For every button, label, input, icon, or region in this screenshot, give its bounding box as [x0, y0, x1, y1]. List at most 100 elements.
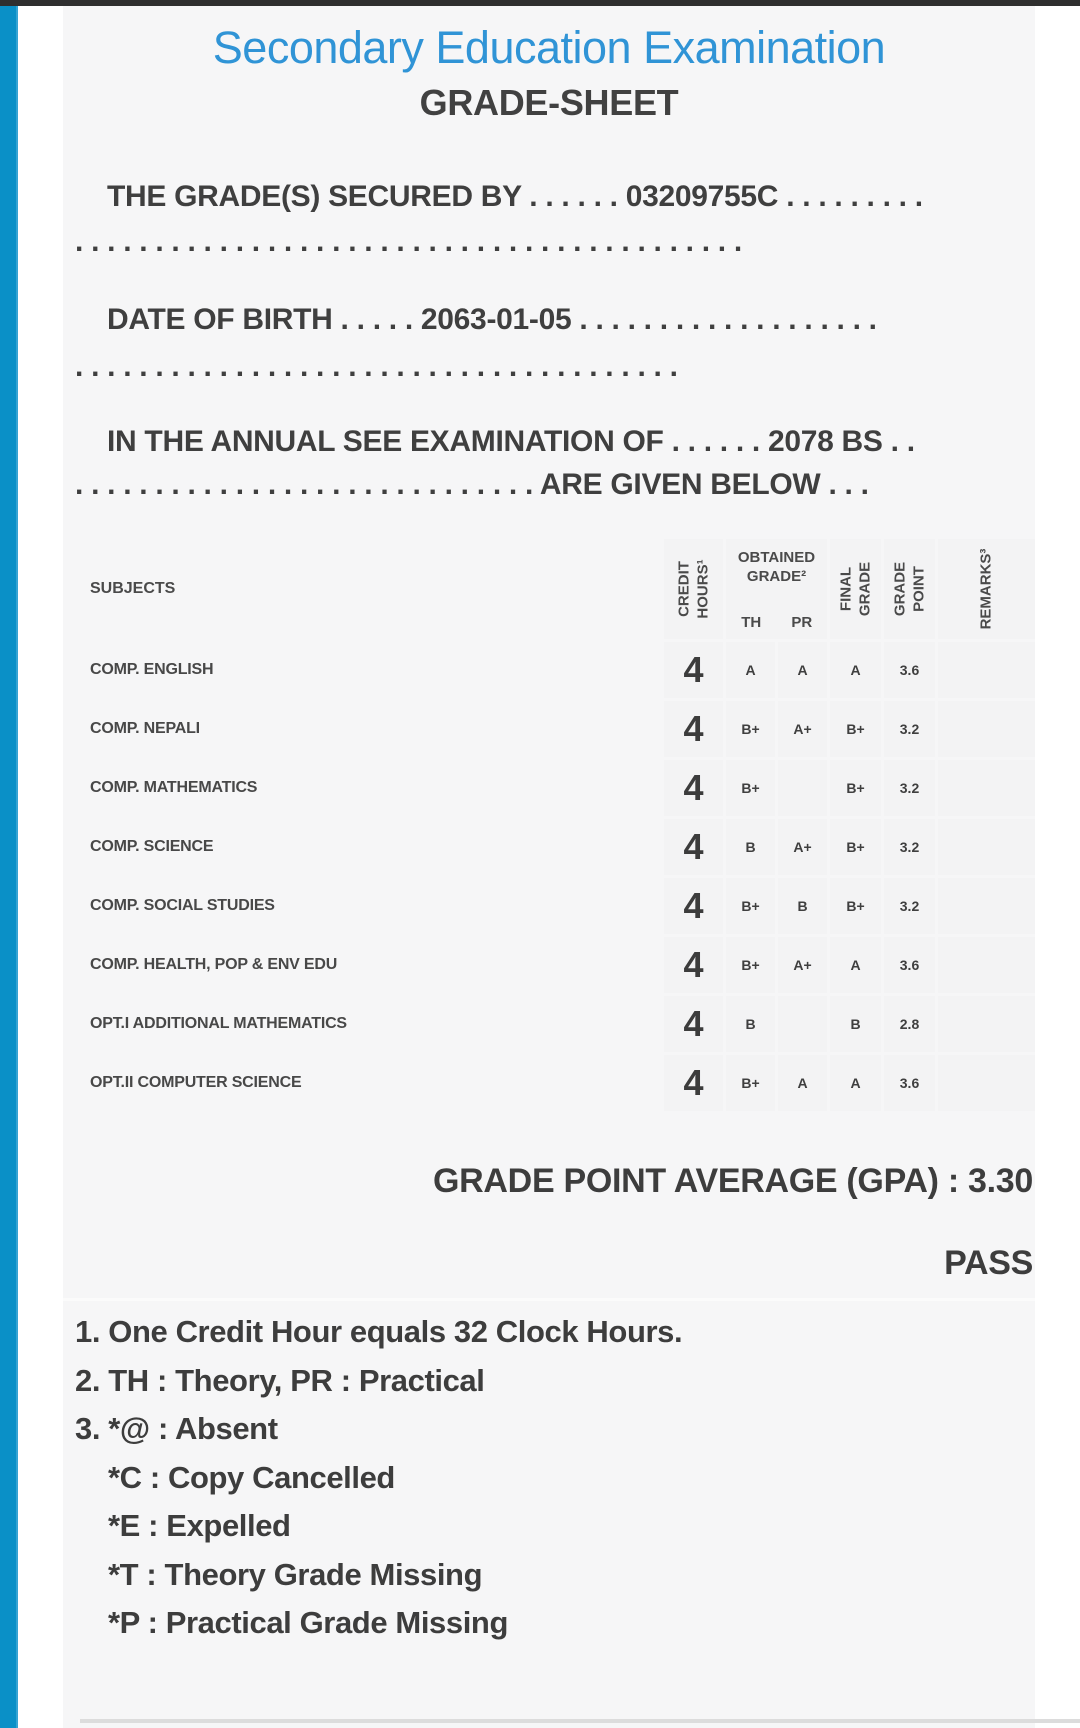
subject-name: COMP. HEALTH, POP & ENV EDU — [90, 956, 338, 973]
footnote-th-pr: 2. TH : Theory, PR : Practical — [75, 1362, 485, 1398]
final-grade: B+ — [830, 878, 881, 934]
column-header-subjects: SUBJECTS — [90, 580, 176, 597]
grade-point-value: 3.6 — [884, 642, 935, 698]
final-grade: A — [830, 1055, 881, 1111]
page-title: Secondary Education Examination — [212, 22, 886, 73]
subject-name: COMP. MATHEMATICS — [90, 779, 258, 796]
obtained-grade-subheaders: TH PR — [726, 614, 827, 631]
footnote-copy-cancelled: *C : Copy Cancelled — [108, 1459, 395, 1495]
subject-name: COMP. SOCIAL STUDIES — [90, 897, 275, 914]
date-of-birth-line: DATE OF BIRTH . . . . . 2063-01-05 . . .… — [107, 303, 877, 336]
exam-year-line: IN THE ANNUAL SEE EXAMINATION OF . . . .… — [107, 425, 915, 458]
secured-by-dotted-line: . . . . . . . . . . . . . . . . . . . . … — [75, 225, 742, 258]
credit-hours-value: 4 — [664, 996, 723, 1052]
footnote-practical-missing: *P : Practical Grade Missing — [108, 1605, 509, 1640]
subject-name: OPT.I ADDITIONAL MATHEMATICS — [90, 1015, 347, 1032]
left-accent-stripe — [0, 6, 18, 1728]
credit-hours-value: 4 — [664, 642, 723, 698]
table-row: COMP. SCIENCE 4 B A+ B+ 3.2 — [63, 819, 1035, 875]
remarks-value — [938, 701, 1035, 757]
grade-point-value: 3.2 — [884, 701, 935, 757]
credit-hours-value: 4 — [664, 1055, 723, 1111]
th-grade: B+ — [726, 1055, 775, 1111]
column-header-remarks: REMARKS³ — [938, 539, 1035, 639]
secured-by-line: THE GRADE(S) SECURED BY . . . . . . 0320… — [107, 180, 923, 213]
remarks-rotated-label: REMARKS³ — [977, 548, 995, 630]
date-of-birth-dotted-line: . . . . . . . . . . . . . . . . . . . . … — [75, 350, 678, 383]
th-grade: B — [726, 819, 775, 875]
credit-hours-rotated-label: CREDIT HOURS¹ — [674, 559, 711, 619]
table-row: COMP. SOCIAL STUDIES 4 B+ B B+ 3.2 — [63, 878, 1035, 934]
pr-grade: A+ — [778, 937, 827, 993]
final-grade: B — [830, 996, 881, 1052]
obtained-grade-label: OBTAINED GRADE² — [737, 549, 816, 585]
table-row: OPT.I ADDITIONAL MATHEMATICS 4 B B 2.8 — [63, 996, 1035, 1052]
final-grade: B+ — [830, 819, 881, 875]
final-grade: B+ — [830, 701, 881, 757]
remarks-value — [938, 760, 1035, 816]
th-grade: A — [726, 642, 775, 698]
gpa-line: GRADE POINT AVERAGE (GPA) : 3.30 — [433, 1162, 1033, 1200]
pr-grade: A+ — [778, 819, 827, 875]
remarks-value — [938, 878, 1035, 934]
column-header-grade-point: GRADE POINT — [884, 539, 935, 639]
pr-grade: B — [778, 878, 827, 934]
credit-hours-value: 4 — [664, 937, 723, 993]
remarks-value — [938, 642, 1035, 698]
footnote-expelled: *E : Expelled — [108, 1508, 291, 1543]
table-row: OPT.II COMPUTER SCIENCE 4 B+ A A 3.6 — [63, 1055, 1035, 1111]
subject-name: COMP. SCIENCE — [90, 838, 214, 855]
grades-table: SUBJECTS CREDIT HOURS¹ OBTAINED GRADE² T… — [63, 539, 1035, 1114]
gradesheet-card: Secondary Education Examination GRADE-SH… — [63, 6, 1035, 1728]
th-grade: B+ — [726, 878, 775, 934]
grade-point-value: 3.2 — [884, 819, 935, 875]
column-header-credit-hours: CREDIT HOURS¹ — [664, 539, 723, 639]
credit-hours-value: 4 — [664, 819, 723, 875]
top-bar — [0, 0, 1080, 6]
grade-point-rotated-label: GRADE POINT — [890, 561, 927, 617]
grade-point-value: 3.6 — [884, 937, 935, 993]
grade-point-value: 3.2 — [884, 878, 935, 934]
subject-name: COMP. ENGLISH — [90, 661, 214, 678]
footnotes: 1. One Credit Hour equals 32 Clock Hours… — [75, 1308, 683, 1648]
pr-grade: A — [778, 642, 827, 698]
th-grade: B — [726, 996, 775, 1052]
grade-point-value: 3.2 — [884, 760, 935, 816]
column-header-final-grade: FINAL GRADE — [830, 539, 881, 639]
final-grade-rotated-label: FINAL GRADE — [836, 561, 873, 617]
final-grade: A — [830, 937, 881, 993]
footnote-credit-hour: 1. One Credit Hour equals 32 Clock Hours… — [75, 1314, 683, 1349]
credit-hours-value: 4 — [664, 760, 723, 816]
th-grade: B+ — [726, 701, 775, 757]
bottom-divider — [80, 1719, 1080, 1723]
footnote-absent: 3. *@ : Absent — [75, 1411, 278, 1446]
table-row: COMP. NEPALI 4 B+ A+ B+ 3.2 — [63, 701, 1035, 757]
column-header-th: TH — [741, 614, 762, 631]
table-row: COMP. MATHEMATICS 4 B+ B+ 3.2 — [63, 760, 1035, 816]
final-grade: B+ — [830, 760, 881, 816]
exam-year-continuation-line: . . . . . . . . . . . . . . . . . . . . … — [75, 468, 869, 501]
table-header-row: SUBJECTS CREDIT HOURS¹ OBTAINED GRADE² T… — [63, 539, 1035, 639]
th-grade: B+ — [726, 760, 775, 816]
grade-point-value: 3.6 — [884, 1055, 935, 1111]
column-header-obtained-grade: OBTAINED GRADE² TH PR — [726, 539, 827, 639]
remarks-value — [938, 937, 1035, 993]
th-grade: B+ — [726, 937, 775, 993]
pr-grade: A+ — [778, 701, 827, 757]
remarks-value — [938, 819, 1035, 875]
pr-grade: A — [778, 1055, 827, 1111]
table-row: COMP. HEALTH, POP & ENV EDU 4 B+ A+ A 3.… — [63, 937, 1035, 993]
result-status: PASS — [944, 1244, 1033, 1282]
subject-name: OPT.II COMPUTER SCIENCE — [90, 1074, 302, 1091]
column-header-pr: PR — [791, 614, 813, 631]
credit-hours-value: 4 — [664, 878, 723, 934]
remarks-value — [938, 996, 1035, 1052]
page-subtitle: GRADE-SHEET — [419, 82, 679, 123]
credit-hours-value: 4 — [664, 701, 723, 757]
pr-grade — [778, 996, 827, 1052]
notes-divider — [63, 1298, 1035, 1301]
final-grade: A — [830, 642, 881, 698]
remarks-value — [938, 1055, 1035, 1111]
subject-name: COMP. NEPALI — [90, 720, 200, 737]
